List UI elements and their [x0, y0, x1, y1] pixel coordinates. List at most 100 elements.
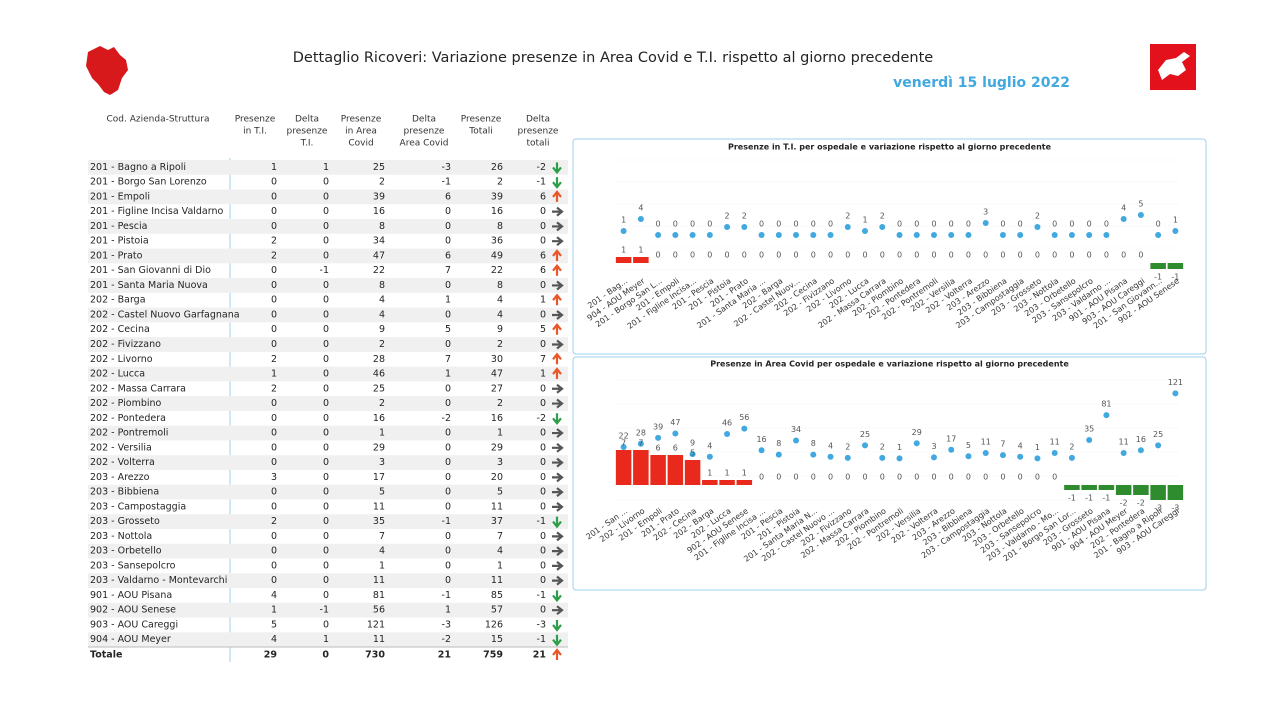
- cell-value: 0: [323, 442, 329, 453]
- cell-value: -1: [442, 590, 451, 601]
- cell-value: 6: [540, 250, 546, 261]
- cell-value: 0: [445, 501, 451, 512]
- region-logo: [86, 46, 128, 95]
- presence-dot: [655, 232, 662, 238]
- delta-label: 6: [673, 444, 678, 453]
- delta-bar: [684, 460, 701, 485]
- column-header: Area Covid: [400, 139, 449, 149]
- cell-value: 7: [445, 354, 451, 365]
- cell-value: 1: [271, 369, 277, 380]
- delta-label: 0: [897, 473, 902, 482]
- presence-dot: [810, 232, 817, 238]
- cell-value: 7: [379, 531, 385, 542]
- presence-label: 121: [1168, 378, 1183, 387]
- cell-value: -1: [537, 634, 546, 645]
- cell-value: 0: [323, 487, 329, 498]
- cell-value: 0: [540, 309, 546, 320]
- cell-value: 0: [445, 398, 451, 409]
- presence-label: 16: [756, 435, 766, 444]
- delta-label: 0: [707, 251, 712, 260]
- cell-value: 0: [445, 560, 451, 571]
- row-band: [88, 425, 568, 441]
- presence-dot: [862, 228, 869, 234]
- delta-label: 0: [914, 473, 919, 482]
- cell-value: -1: [537, 590, 546, 601]
- delta-label: 6: [656, 444, 661, 453]
- cell-value: -1: [442, 516, 451, 527]
- row-band: [88, 160, 568, 175]
- cell-value: 730: [365, 650, 385, 661]
- cell-value: 0: [445, 206, 451, 217]
- cell-value: -3: [442, 162, 451, 173]
- cell-value: 37: [491, 516, 503, 527]
- presence-label: 0: [1156, 220, 1161, 229]
- presence-label: 0: [811, 220, 816, 229]
- presence-label: 3: [931, 442, 936, 451]
- cell-value: 0: [540, 457, 546, 468]
- row-label: 202 - Piombino: [90, 398, 162, 409]
- row-label: 201 - Figline Incisa Valdarno: [90, 206, 224, 217]
- cell-value: -3: [442, 619, 451, 630]
- cell-value: 0: [323, 280, 329, 291]
- cell-value: 1: [271, 162, 277, 173]
- presence-label: 0: [1052, 220, 1057, 229]
- row-label: 202 - Barga: [90, 295, 146, 306]
- presence-label: 28: [636, 428, 646, 437]
- cell-value: 3: [379, 457, 385, 468]
- presence-label: 47: [670, 418, 680, 427]
- delta-label: 0: [1104, 251, 1109, 260]
- trend-arrow: [552, 293, 562, 306]
- presence-label: 2: [725, 212, 730, 221]
- presence-label: 0: [914, 220, 919, 229]
- presence-label: 2: [880, 442, 885, 451]
- column-header: presenze: [404, 127, 445, 137]
- cell-value: 1: [445, 369, 451, 380]
- delta-bar: [1167, 485, 1184, 500]
- trend-arrow: [552, 457, 564, 468]
- cell-value: -2: [537, 162, 546, 173]
- presence-dot: [1017, 232, 1024, 238]
- presence-label: 5: [966, 441, 971, 450]
- cell-value: 0: [540, 560, 546, 571]
- cell-value: 2: [271, 354, 277, 365]
- delta-label: -3: [1154, 504, 1162, 513]
- delta-bar: [1167, 263, 1184, 269]
- presence-label: 2: [845, 212, 850, 221]
- presence-dot: [1172, 390, 1179, 397]
- cell-value: 1: [540, 369, 546, 380]
- cell-value: 22: [491, 265, 503, 276]
- presence-label: 11: [1119, 438, 1129, 447]
- cell-value: 0: [445, 221, 451, 232]
- delta-label: 0: [1069, 251, 1074, 260]
- delta-label: 0: [690, 251, 695, 260]
- delta-label: -2: [1120, 499, 1128, 508]
- column-header: presenze: [518, 127, 559, 137]
- cell-value: 0: [540, 339, 546, 350]
- cell-value: 8: [497, 280, 503, 291]
- trend-arrow: [552, 472, 564, 483]
- presence-dot: [844, 454, 851, 461]
- trend-arrow: [552, 516, 562, 529]
- cell-value: 6: [445, 191, 451, 202]
- row-label: 203 - Campostaggia: [90, 501, 186, 512]
- cell-value: 0: [540, 575, 546, 586]
- cell-value: -1: [537, 516, 546, 527]
- presence-dot: [1051, 450, 1058, 456]
- cell-value: -2: [442, 634, 451, 645]
- delta-bar: [667, 455, 684, 485]
- cell-value: 2: [271, 383, 277, 394]
- cell-value: 8: [497, 221, 503, 232]
- cell-value: 4: [497, 546, 503, 557]
- row-label: Totale: [90, 650, 122, 661]
- chart-panel: [572, 138, 1207, 355]
- delta-label: 0: [725, 251, 730, 260]
- presence-label: 0: [949, 220, 954, 229]
- presence-dot: [896, 232, 903, 238]
- cell-value: 0: [445, 472, 451, 483]
- trend-arrow: [552, 605, 564, 616]
- presence-label: 0: [828, 220, 833, 229]
- cell-value: 1: [445, 295, 451, 306]
- delta-bar: [1098, 485, 1115, 490]
- cell-value: 0: [445, 442, 451, 453]
- trend-arrow: [552, 190, 562, 202]
